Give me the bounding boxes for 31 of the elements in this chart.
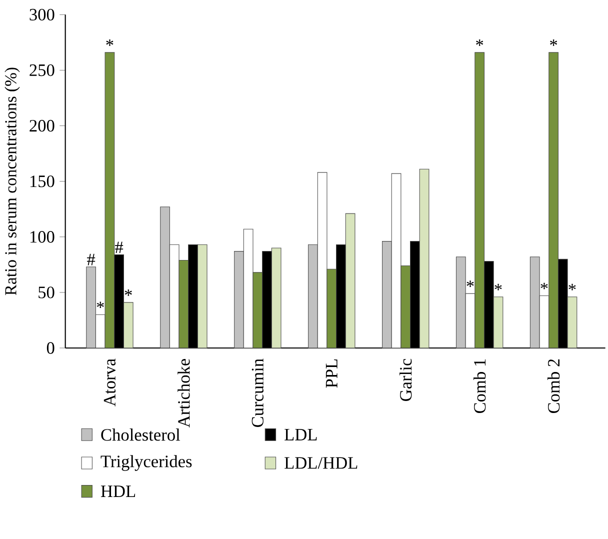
annotation: * bbox=[124, 290, 132, 296]
y-tick-label: 250 bbox=[30, 64, 54, 76]
legend-label: Cholesterol bbox=[101, 428, 180, 441]
annotation: * bbox=[494, 284, 502, 290]
y-tick-label: 200 bbox=[30, 120, 54, 132]
annotation: * bbox=[550, 40, 558, 46]
x-tick-label: Comb 1 bbox=[473, 360, 486, 414]
annotation: * bbox=[466, 280, 474, 288]
annotation: * bbox=[476, 40, 484, 46]
legend-label: LDL bbox=[284, 429, 317, 441]
y-tick-label: 0 bbox=[46, 342, 54, 354]
x-tick-label: Atorva bbox=[104, 358, 116, 407]
x-tick-label: Comb 2 bbox=[547, 360, 560, 414]
y-tick-label: 300 bbox=[30, 8, 54, 21]
annotation: # bbox=[115, 242, 124, 254]
y-axis-title: Ratio in serum concentrations (%) bbox=[4, 68, 20, 296]
annotation: * bbox=[540, 282, 548, 290]
y-tick-label: 100 bbox=[30, 231, 54, 243]
annotation: * bbox=[106, 40, 114, 46]
annotation: * bbox=[568, 284, 576, 290]
x-tick-label: Artichoke bbox=[178, 359, 190, 428]
x-tick-label: Garlic bbox=[400, 359, 412, 402]
x-tick-label: Curcumin bbox=[252, 358, 264, 428]
legend-label: HDL bbox=[100, 486, 136, 498]
x-tick-label: PPL bbox=[326, 360, 338, 388]
y-tick-label: 50 bbox=[38, 286, 54, 298]
legend-label: LDL/HDL bbox=[284, 457, 358, 469]
y-tick-label: 150 bbox=[30, 176, 54, 188]
annotation: # bbox=[87, 254, 96, 266]
annotation: * bbox=[96, 302, 104, 308]
legend-label: Triglycerides bbox=[100, 455, 192, 472]
